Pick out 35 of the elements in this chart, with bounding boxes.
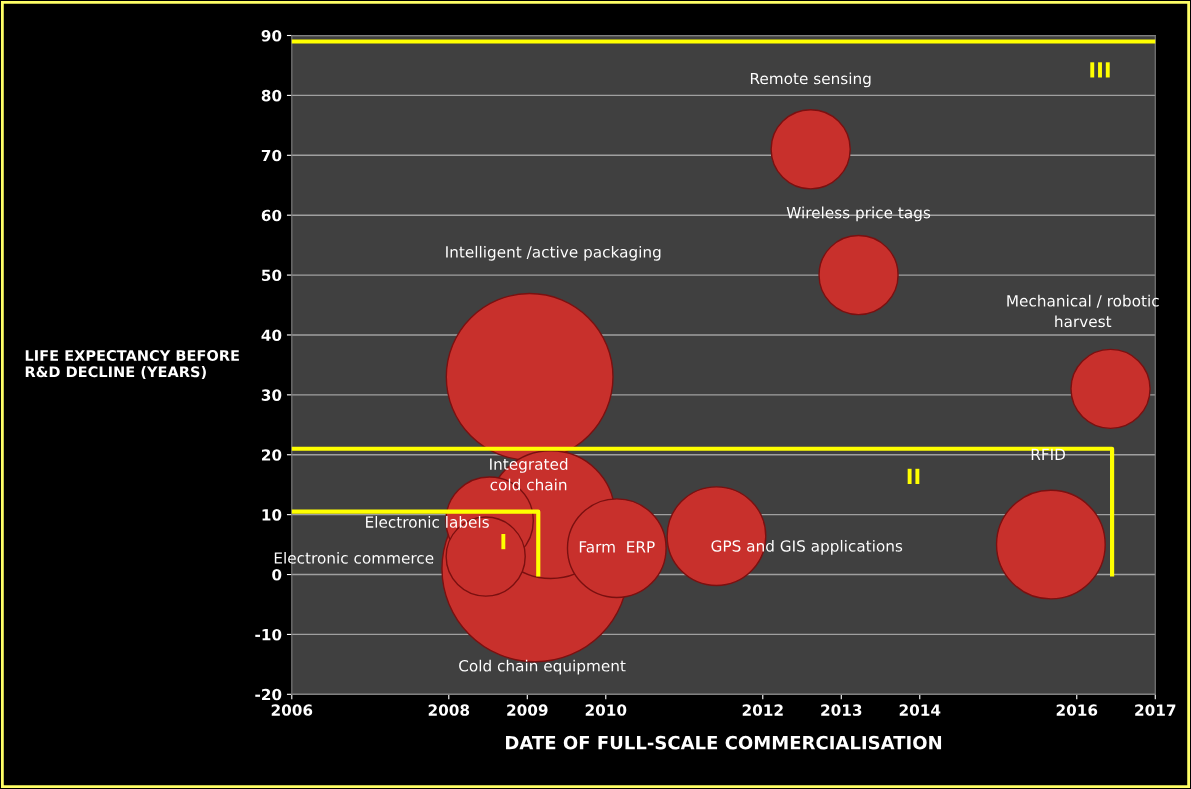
series-label: Electronic labels — [366, 516, 489, 528]
annotation: III — [1090, 62, 1110, 78]
text: Mechanical / robotic harvest — [1007, 294, 1159, 328]
y-tick-label: 0 — [272, 569, 282, 581]
x-tick-label: 2008 — [428, 704, 470, 716]
x-tick-label: 2016 — [1056, 704, 1098, 716]
series-label: Remote sensing — [750, 72, 871, 88]
x-axis-title: DATE OF FULL-SCALE COMMERCIALISATION — [506, 735, 942, 750]
y-tick-label: 20 — [262, 449, 282, 461]
x-tick-label: 2006 — [271, 704, 313, 716]
x-tick-label: 2013 — [821, 704, 862, 716]
x-tick-label: 2010 — [585, 704, 627, 716]
y-tick-label: -20 — [255, 688, 282, 701]
x-tick-label: 2017 — [1135, 704, 1176, 716]
series-label: Farm ERP — [579, 541, 655, 553]
series-label: Cold chain equipment — [459, 659, 626, 675]
y-tick-label: 30 — [261, 389, 282, 401]
text: Intelligent /active packaging — [446, 245, 661, 261]
y-tick-label: 50 — [261, 269, 282, 282]
x-tick-label: 2014 — [899, 704, 941, 716]
series-label: Electronic commerce — [274, 551, 434, 564]
y-tick-label: -10 — [255, 628, 282, 641]
y-tick-label: 80 — [261, 89, 282, 102]
annotation: I — [501, 534, 506, 550]
y-tick-label: 40 — [261, 329, 282, 341]
text: RFID — [1031, 448, 1066, 460]
y-tick-label: 90 — [261, 29, 282, 42]
y-axis-title: LIFE EXPECTANCY BEFORE R&D DECLINE (YEARS) — [25, 349, 239, 380]
x-tick-label: 2009 — [507, 704, 548, 716]
x-tick-label: 2012 — [742, 704, 783, 716]
y-tick-label: 60 — [261, 209, 282, 222]
series-label: Wireless price tags — [786, 206, 931, 222]
annotation: II — [907, 468, 920, 484]
y-tick-label: 10 — [262, 509, 282, 521]
y-tick-label: 70 — [261, 149, 282, 162]
